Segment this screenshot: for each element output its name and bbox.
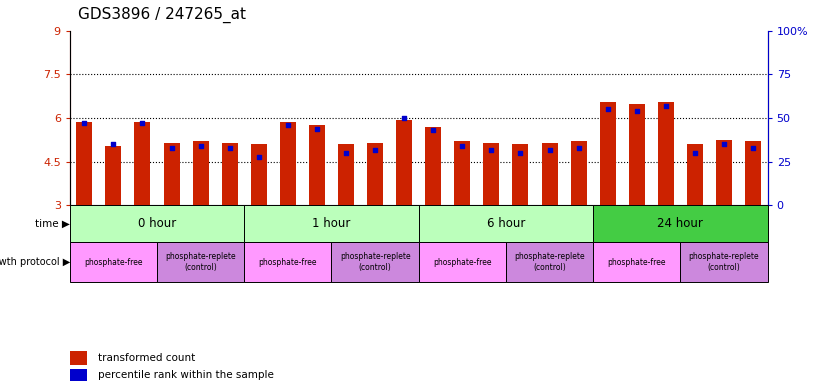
Point xyxy=(310,126,323,132)
Text: 0 hour: 0 hour xyxy=(138,217,177,230)
Bar xyxy=(681,242,768,282)
Point xyxy=(572,145,585,151)
Text: phosphate-free: phosphate-free xyxy=(433,258,492,266)
Point xyxy=(252,154,265,160)
Bar xyxy=(425,127,441,205)
Bar xyxy=(687,144,703,205)
Point xyxy=(194,143,207,149)
Text: phosphate-replete
(control): phosphate-replete (control) xyxy=(514,252,585,272)
Point xyxy=(485,146,498,152)
Text: GDS3896 / 247265_at: GDS3896 / 247265_at xyxy=(78,7,246,23)
Text: 6 hour: 6 hour xyxy=(487,217,525,230)
Point xyxy=(282,122,295,128)
Point xyxy=(601,106,614,113)
Point xyxy=(659,103,672,109)
Point xyxy=(339,150,352,156)
Text: time ▶: time ▶ xyxy=(35,218,70,229)
Point xyxy=(543,146,556,152)
Bar xyxy=(70,242,157,282)
Bar xyxy=(506,242,594,282)
Text: 24 hour: 24 hour xyxy=(658,217,704,230)
Point xyxy=(165,145,178,151)
Bar xyxy=(454,141,470,205)
Text: phosphate-free: phosphate-free xyxy=(608,258,666,266)
Bar xyxy=(76,122,92,205)
Bar xyxy=(629,104,644,205)
Bar xyxy=(280,122,296,205)
Text: phosphate-free: phosphate-free xyxy=(259,258,317,266)
Point xyxy=(107,141,120,147)
Bar xyxy=(571,141,587,205)
Point xyxy=(136,120,149,126)
Text: growth protocol ▶: growth protocol ▶ xyxy=(0,257,70,267)
Text: phosphate-replete
(control): phosphate-replete (control) xyxy=(689,252,759,272)
Bar xyxy=(484,143,499,205)
Bar xyxy=(245,205,419,242)
Bar xyxy=(419,242,506,282)
Bar xyxy=(338,144,354,205)
Point xyxy=(514,150,527,156)
Point xyxy=(718,141,731,147)
Text: phosphate-free: phosphate-free xyxy=(84,258,143,266)
Bar xyxy=(135,122,150,205)
Bar xyxy=(105,146,122,205)
Point xyxy=(397,115,410,121)
Text: phosphate-replete
(control): phosphate-replete (control) xyxy=(165,252,236,272)
Point xyxy=(369,146,382,152)
Bar xyxy=(594,205,768,242)
Bar xyxy=(70,351,87,365)
Bar xyxy=(245,242,332,282)
Bar xyxy=(419,205,594,242)
Bar xyxy=(594,242,681,282)
Bar xyxy=(193,141,209,205)
Bar xyxy=(70,369,87,382)
Bar xyxy=(512,144,529,205)
Bar xyxy=(70,205,245,242)
Text: percentile rank within the sample: percentile rank within the sample xyxy=(98,371,273,381)
Bar xyxy=(716,140,732,205)
Point xyxy=(427,127,440,133)
Bar xyxy=(745,141,761,205)
Bar xyxy=(332,242,419,282)
Point xyxy=(223,145,236,151)
Bar xyxy=(250,144,267,205)
Bar xyxy=(397,119,412,205)
Bar xyxy=(157,242,245,282)
Point xyxy=(631,108,644,114)
Text: 1 hour: 1 hour xyxy=(312,217,351,230)
Text: phosphate-replete
(control): phosphate-replete (control) xyxy=(340,252,410,272)
Point xyxy=(746,145,759,151)
Bar xyxy=(658,102,674,205)
Bar xyxy=(222,143,238,205)
Bar xyxy=(163,143,180,205)
Bar xyxy=(599,102,616,205)
Point xyxy=(78,120,91,126)
Point xyxy=(688,150,701,156)
Bar xyxy=(542,143,557,205)
Bar xyxy=(367,143,383,205)
Point xyxy=(456,143,469,149)
Text: transformed count: transformed count xyxy=(98,353,195,363)
Bar xyxy=(309,125,325,205)
